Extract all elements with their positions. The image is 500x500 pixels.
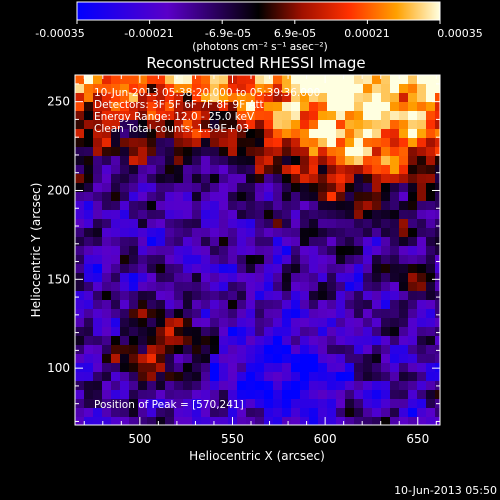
detectors-text: Detectors: 3F 5F 6F 7F 8F 9F Att: [94, 99, 264, 111]
colorbar-ticks: [76, 20, 441, 24]
x-axis-label: Heliocentric X (arcsec): [189, 449, 325, 463]
x-tick-label: 650: [406, 432, 429, 446]
y-tick-label: 100: [47, 361, 70, 375]
counts-text: Clean Total counts: 1.59E+03: [94, 123, 249, 135]
x-tick-label: 550: [221, 432, 244, 446]
y-tick-label: 250: [47, 95, 70, 109]
colorbar-tick-label: 6.9e-05: [274, 27, 316, 40]
time-range-text: 10-Jun-2013 05:38:20.000 to 05:39:36.000: [94, 87, 320, 99]
colorbar-unit-label: (photons cm⁻² s⁻¹ asec⁻²): [192, 41, 327, 53]
x-tick-label: 500: [128, 432, 151, 446]
axis-ticks: [75, 75, 440, 425]
y-axis-label: Heliocentric Y (arcsec): [29, 183, 43, 318]
colorbar-tick-label: -0.00035: [35, 27, 84, 40]
y-tick-label: 200: [47, 183, 70, 197]
colorbar-tick-label: 0.00021: [344, 27, 390, 40]
energy-range-text: Energy Range: 12.0 - 25.0 keV: [94, 111, 255, 123]
colorbar-tick-label: -0.00021: [124, 27, 173, 40]
plot-frame: [74, 74, 441, 426]
plot-title: Reconstructed RHESSI Image: [146, 54, 365, 72]
heatmap-image: [75, 75, 440, 425]
colorbar-tick-label: -6.9e-05: [205, 27, 251, 40]
colorbar-tick-label: 0.00035: [437, 27, 483, 40]
peak-position-text: Position of Peak = [570,241]: [94, 399, 244, 411]
x-tick-label: 600: [314, 432, 337, 446]
footer-timestamp: 10-Jun-2013 05:50: [394, 484, 497, 497]
colorbar: [76, 1, 441, 21]
y-tick-label: 150: [47, 272, 70, 286]
